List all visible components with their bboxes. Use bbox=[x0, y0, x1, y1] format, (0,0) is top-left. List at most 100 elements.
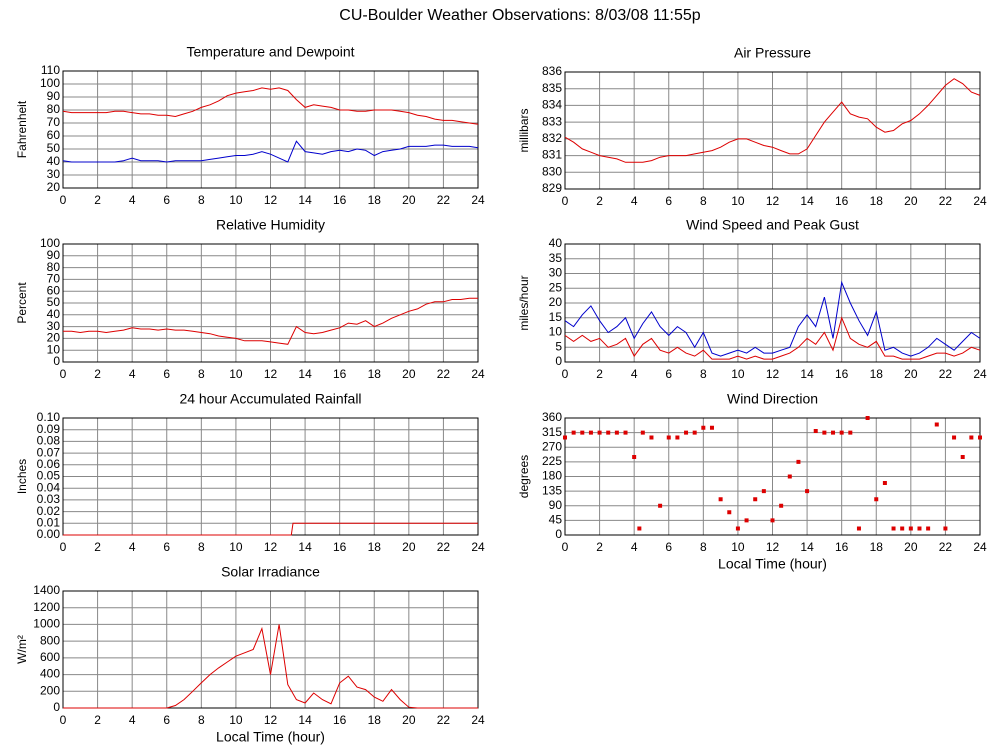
data-point bbox=[571, 430, 576, 435]
x-tick-label: 12 bbox=[766, 194, 780, 208]
x-tick-label: 20 bbox=[402, 713, 416, 727]
x-tick-label: 22 bbox=[939, 194, 953, 208]
x-tick-label: 4 bbox=[129, 193, 136, 207]
x-tick-label: 4 bbox=[129, 713, 136, 727]
y-tick-label: 834 bbox=[542, 98, 562, 112]
x-tick-label: 16 bbox=[835, 194, 849, 208]
x-tick-label: 14 bbox=[298, 713, 312, 727]
x-tick-label: 6 bbox=[665, 367, 672, 381]
x-tick-label: 18 bbox=[368, 540, 382, 554]
x-tick-label: 22 bbox=[437, 367, 451, 381]
data-point bbox=[718, 497, 723, 502]
y-axis-label: Percent bbox=[15, 282, 29, 324]
x-tick-label: 18 bbox=[368, 193, 382, 207]
data-point bbox=[874, 497, 879, 502]
y-tick-label: 10 bbox=[549, 325, 563, 339]
data-point bbox=[926, 526, 931, 531]
x-tick-label: 22 bbox=[437, 193, 451, 207]
y-tick-label: 836 bbox=[542, 64, 562, 78]
x-tick-label: 20 bbox=[402, 367, 416, 381]
data-point bbox=[805, 489, 810, 494]
x-tick-label: 0 bbox=[562, 540, 569, 554]
data-point bbox=[727, 510, 732, 515]
data-point bbox=[666, 435, 671, 440]
data-point bbox=[822, 430, 827, 435]
y-tick-label: 20 bbox=[47, 180, 61, 194]
chart-title: Temperature and Dewpoint bbox=[186, 44, 354, 60]
y-tick-label: 0 bbox=[555, 527, 562, 541]
y-axis-label: Fahrenheit bbox=[15, 100, 29, 158]
y-tick-label: 90 bbox=[47, 89, 61, 103]
data-point bbox=[779, 503, 784, 508]
data-point bbox=[813, 429, 818, 433]
data-point bbox=[588, 430, 593, 435]
y-tick-label: 10 bbox=[47, 342, 61, 356]
x-tick-label: 4 bbox=[631, 194, 638, 208]
x-tick-label: 2 bbox=[94, 367, 101, 381]
x-tick-label: 14 bbox=[298, 193, 312, 207]
x-tick-label: 24 bbox=[973, 540, 987, 554]
x-tick-label: 4 bbox=[129, 540, 136, 554]
y-tick-label: 80 bbox=[47, 102, 61, 116]
y-tick-label: 1400 bbox=[33, 583, 60, 597]
y-axis-label: degrees bbox=[517, 455, 531, 498]
x-tick-label: 20 bbox=[402, 193, 416, 207]
y-tick-label: 0.09 bbox=[37, 422, 61, 436]
y-tick-label: 50 bbox=[47, 295, 61, 309]
y-tick-label: 30 bbox=[47, 167, 61, 181]
data-point bbox=[632, 455, 637, 459]
x-tick-label: 12 bbox=[264, 713, 278, 727]
y-tick-label: 225 bbox=[542, 454, 562, 468]
x-tick-label: 24 bbox=[973, 194, 987, 208]
x-tick-label: 4 bbox=[631, 367, 638, 381]
data-point bbox=[580, 430, 585, 435]
x-tick-label: 20 bbox=[904, 194, 918, 208]
data-point bbox=[701, 425, 706, 430]
data-point bbox=[900, 526, 905, 531]
x-tick-label: 16 bbox=[333, 540, 347, 554]
chart-panel: 24 hour Accumulated RainfallInches0.000.… bbox=[15, 391, 485, 554]
data-point bbox=[637, 526, 642, 531]
x-tick-label: 10 bbox=[229, 193, 243, 207]
data-line bbox=[63, 522, 478, 536]
x-tick-label: 8 bbox=[700, 194, 707, 208]
y-tick-label: 1000 bbox=[33, 617, 60, 631]
data-point bbox=[649, 435, 654, 440]
plot-frame bbox=[564, 417, 981, 536]
data-point bbox=[640, 430, 645, 435]
data-point bbox=[848, 430, 853, 435]
data-point bbox=[960, 455, 965, 459]
y-tick-label: 40 bbox=[47, 307, 61, 321]
x-tick-label: 24 bbox=[973, 367, 987, 381]
y-tick-label: 35 bbox=[549, 251, 563, 265]
data-point bbox=[770, 518, 775, 523]
x-tick-label: 20 bbox=[402, 540, 416, 554]
plot-frame bbox=[62, 70, 479, 189]
y-tick-label: 0 bbox=[555, 354, 562, 368]
y-tick-label: 30 bbox=[549, 266, 563, 280]
data-line bbox=[564, 78, 981, 163]
x-tick-label: 18 bbox=[368, 713, 382, 727]
data-point bbox=[614, 430, 619, 435]
data-point bbox=[908, 526, 913, 531]
data-point bbox=[735, 526, 740, 531]
y-tick-label: 0.07 bbox=[37, 445, 61, 459]
y-tick-label: 80 bbox=[47, 260, 61, 274]
y-tick-label: 0.05 bbox=[37, 469, 61, 483]
x-tick-label: 4 bbox=[631, 540, 638, 554]
x-tick-label: 10 bbox=[731, 540, 745, 554]
x-axis-label: Local Time (hour) bbox=[718, 556, 827, 572]
x-tick-label: 8 bbox=[700, 367, 707, 381]
x-tick-label: 14 bbox=[298, 540, 312, 554]
x-tick-label: 22 bbox=[939, 367, 953, 381]
x-tick-label: 14 bbox=[800, 367, 814, 381]
data-point bbox=[684, 430, 689, 435]
chart-title: 24 hour Accumulated Rainfall bbox=[179, 391, 361, 407]
x-tick-label: 2 bbox=[94, 193, 101, 207]
data-point bbox=[882, 481, 887, 485]
y-tick-label: 15 bbox=[549, 310, 563, 324]
data-line bbox=[63, 624, 478, 709]
